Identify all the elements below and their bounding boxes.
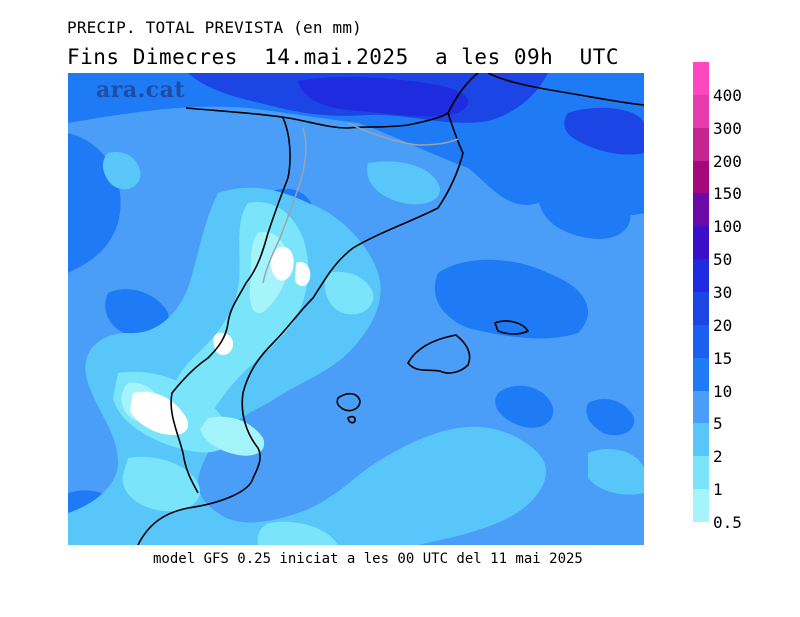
borders xyxy=(262,122,459,284)
precip-legend: 400 300 200 150 100 50 30 20 15 10 5 2 1 0.5 xyxy=(693,62,773,532)
legend-swatch xyxy=(693,127,709,162)
model-run-caption: model GFS 0.25 iniciat a les 00 UTC del … xyxy=(153,551,583,567)
legend-swatch xyxy=(693,357,709,392)
legend-swatch xyxy=(693,423,709,457)
map-canvas xyxy=(68,73,644,545)
legend-swatch xyxy=(693,292,709,326)
legend-label: 20 xyxy=(713,315,733,335)
legend-label: 10 xyxy=(713,381,733,401)
legend-swatch xyxy=(693,489,709,523)
legend-label: 400 xyxy=(713,85,742,105)
legend-label: 100 xyxy=(713,217,742,237)
legend-label: 200 xyxy=(713,151,742,171)
legend-label: 300 xyxy=(713,118,742,138)
legend-swatch xyxy=(693,160,709,194)
legend-swatch xyxy=(693,456,709,490)
chart-title: PRECIP. TOTAL PREVISTA (en mm) xyxy=(67,18,362,37)
legend-label: 2 xyxy=(713,447,723,467)
legend-swatch xyxy=(693,62,709,96)
legend-swatch xyxy=(693,193,709,227)
legend-swatch xyxy=(693,259,709,293)
watermark-logo: ara.cat xyxy=(96,77,186,103)
legend-label: 0.5 xyxy=(713,513,742,532)
legend-swatch xyxy=(693,94,709,129)
precip-30mm-areas xyxy=(298,76,469,117)
precip-none-areas xyxy=(130,246,311,435)
legend-label: 1 xyxy=(713,480,723,500)
legend-label: 150 xyxy=(713,184,742,204)
legend-swatch xyxy=(693,226,709,260)
legend-swatch xyxy=(693,324,709,359)
legend-label: 30 xyxy=(713,283,733,302)
precipitation-map: ara.cat xyxy=(68,73,644,545)
valid-time: Fins Dimecres 14.mai.2025 a les 09h UTC xyxy=(67,45,620,69)
legend-swatch xyxy=(693,390,709,424)
coastlines xyxy=(137,73,644,545)
legend-label: 5 xyxy=(713,414,723,434)
precip-2mm-areas xyxy=(68,152,644,545)
legend-label: 15 xyxy=(713,348,733,368)
legend-label: 50 xyxy=(713,250,733,270)
